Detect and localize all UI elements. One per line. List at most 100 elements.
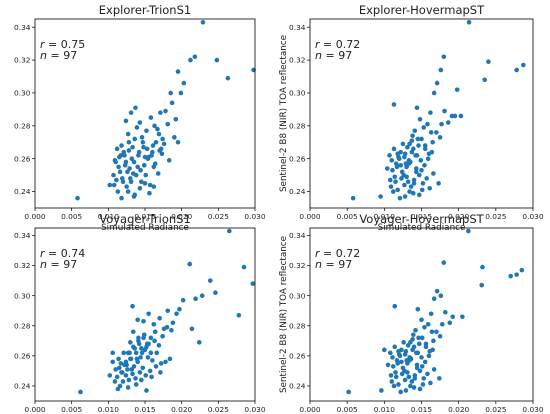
data-point	[395, 361, 401, 366]
data-point	[114, 146, 120, 152]
data-point	[346, 389, 351, 395]
x-tick-label: 0.015	[411, 405, 432, 414]
data-point	[397, 195, 403, 201]
n-annotation: n = 97	[40, 49, 77, 62]
y-tick-label: 0.30	[289, 89, 306, 98]
data-point	[395, 187, 401, 193]
y-tick-label: 0.24	[289, 382, 306, 391]
data-point	[173, 116, 179, 122]
r-value: = 0.75	[45, 38, 86, 51]
y-tick-label: 0.28	[289, 321, 306, 330]
data-point	[398, 162, 403, 168]
n-annotation: n = 97	[40, 258, 77, 271]
data-point	[411, 385, 417, 390]
data-point	[130, 329, 136, 335]
data-point	[437, 376, 442, 381]
data-point	[157, 315, 162, 321]
data-point	[422, 162, 427, 168]
data-point	[414, 153, 420, 158]
data-point	[142, 181, 148, 186]
data-point	[392, 174, 398, 180]
data-point	[428, 110, 433, 115]
data-point	[175, 69, 181, 74]
data-point	[404, 164, 409, 170]
data-point	[241, 264, 247, 270]
data-point	[411, 190, 416, 196]
data-point	[410, 133, 415, 138]
data-point	[482, 77, 487, 83]
stats-annotation: r = 0.72n = 97	[315, 38, 360, 62]
data-point	[181, 80, 187, 86]
data-point	[409, 138, 415, 143]
data-point	[391, 102, 397, 107]
data-point	[428, 130, 434, 135]
data-point	[148, 350, 154, 356]
r-value: = 0.72	[320, 38, 361, 51]
data-point	[392, 303, 398, 309]
data-point	[120, 379, 126, 384]
data-point	[156, 343, 162, 348]
data-point	[415, 306, 421, 312]
data-point	[127, 166, 132, 171]
data-point	[403, 388, 409, 393]
data-point	[130, 171, 136, 176]
stats-annotation: r = 0.72n = 97	[315, 247, 360, 271]
data-point	[421, 376, 427, 381]
data-point	[141, 144, 146, 150]
data-point	[119, 143, 124, 148]
data-point	[128, 110, 134, 115]
data-point	[122, 162, 128, 168]
data-point	[142, 154, 148, 160]
data-point	[152, 123, 157, 129]
chart-title: Explorer-HovermapST	[359, 3, 485, 17]
y-tick-label: 0.32	[289, 261, 305, 270]
data-point	[430, 139, 435, 145]
data-point	[193, 296, 198, 302]
data-point	[122, 153, 127, 158]
r-symbol: r	[315, 38, 321, 51]
data-point	[419, 335, 425, 341]
r-symbol: r	[40, 247, 46, 260]
data-point	[141, 335, 146, 341]
data-point	[153, 139, 159, 145]
y-tick-label: 0.34	[14, 23, 31, 32]
data-point	[114, 374, 120, 380]
data-point	[390, 355, 395, 360]
data-point	[174, 311, 179, 317]
data-point	[126, 377, 132, 383]
data-point	[388, 373, 394, 378]
x-tick-label: 0.000	[24, 405, 45, 414]
data-point	[133, 382, 139, 387]
data-point	[407, 141, 412, 147]
data-point	[158, 370, 163, 375]
data-point	[117, 169, 123, 175]
data-points	[350, 19, 526, 201]
data-point	[136, 149, 142, 155]
y-tick-label: 0.30	[14, 89, 31, 98]
data-point	[415, 136, 421, 142]
data-point	[508, 273, 513, 279]
data-point	[250, 281, 256, 286]
y-tick-label: 0.34	[14, 231, 31, 240]
data-point	[424, 176, 430, 181]
data-point	[449, 113, 455, 119]
data-point	[385, 166, 390, 171]
data-point	[207, 278, 213, 283]
data-point	[131, 159, 137, 165]
data-point	[115, 386, 121, 392]
data-point	[147, 182, 153, 188]
chart-panel-4: Voyager-HovermapST 0.000 0.005 0.010 0.015 0.…	[279, 212, 544, 414]
data-point	[158, 110, 163, 115]
data-point	[410, 337, 415, 342]
data-point	[112, 379, 118, 384]
data-point	[151, 321, 157, 327]
y-tick-label: 0.32	[14, 261, 30, 270]
data-point	[134, 125, 140, 130]
x-tick-label: 0.030	[244, 212, 265, 221]
data-point	[110, 350, 116, 356]
r-symbol: r	[40, 38, 46, 51]
data-point	[429, 329, 435, 335]
data-point	[148, 115, 154, 120]
data-point	[399, 371, 405, 377]
data-point	[419, 187, 425, 193]
